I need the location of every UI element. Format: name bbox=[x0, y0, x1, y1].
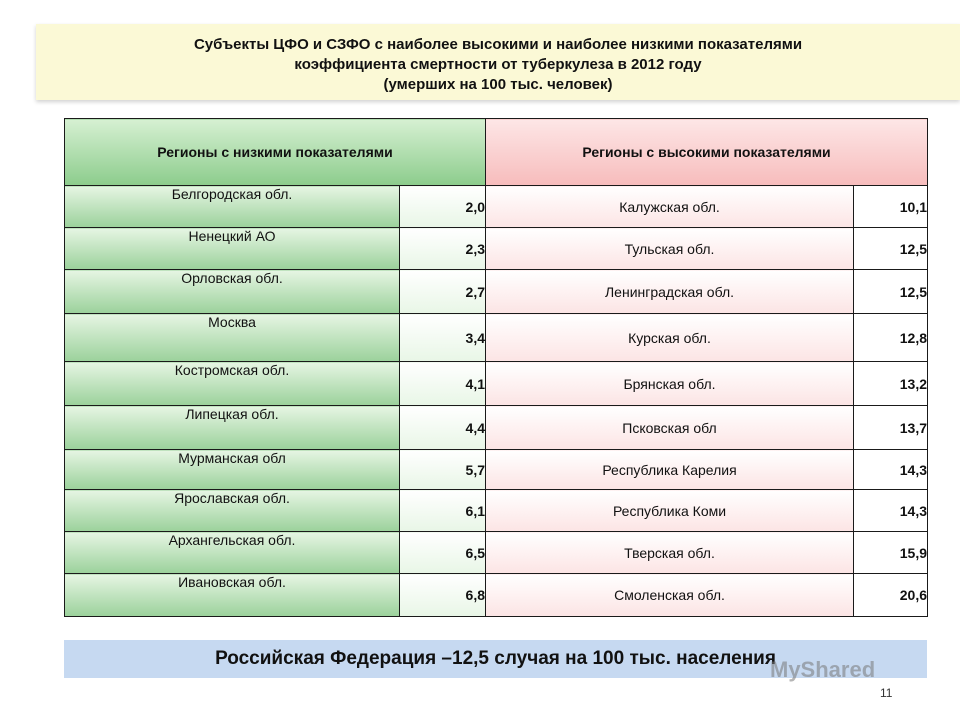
table-row: Архангельская обл. 6,5 Тверская обл. 15,9 bbox=[64, 531, 928, 574]
low-region-value: 5,7 bbox=[399, 449, 486, 490]
high-region-value: 12,5 bbox=[853, 269, 928, 314]
low-region-name: Липецкая обл. bbox=[64, 405, 400, 450]
title-line-1: Субъекты ЦФО и СЗФО с наиболее высокими … bbox=[193, 36, 803, 53]
high-region-name: Псковская обл bbox=[485, 405, 854, 450]
high-region-value: 12,5 bbox=[853, 227, 928, 270]
low-region-name: Ненецкий АО bbox=[64, 227, 400, 270]
high-region-name: Республика Карелия bbox=[485, 449, 854, 490]
low-region-value: 4,4 bbox=[399, 405, 486, 450]
header-high: Регионы с высокими показателями bbox=[485, 118, 928, 186]
table-row: Ненецкий АО 2,3 Тульская обл. 12,5 bbox=[64, 227, 928, 270]
high-region-value: 14,3 bbox=[853, 449, 928, 490]
low-region-value: 6,5 bbox=[399, 531, 486, 574]
table-row: Мурманская обл 5,7 Республика Карелия 14,3 bbox=[64, 449, 928, 490]
low-region-value: 4,1 bbox=[399, 361, 486, 406]
table-row: Ярославская обл. 6,1 Республика Коми 14,3 bbox=[64, 489, 928, 532]
low-region-value: 2,7 bbox=[399, 269, 486, 314]
table-row: Москва 3,4 Курская обл. 12,8 bbox=[64, 313, 928, 362]
high-region-value: 10,1 bbox=[853, 185, 928, 228]
table-row: Орловская обл. 2,7 Ленинградская обл. 12,5 bbox=[64, 269, 928, 314]
table-row: Белгородская обл. 2,0 Калужская обл. 10,1 bbox=[64, 185, 928, 228]
low-region-name: Костромская обл. bbox=[64, 361, 400, 406]
high-region-name: Ленинградская обл. bbox=[485, 269, 854, 314]
high-region-value: 13,7 bbox=[853, 405, 928, 450]
low-region-name: Архангельская обл. bbox=[64, 531, 400, 574]
low-region-value: 2,3 bbox=[399, 227, 486, 270]
high-region-name: Тульская обл. bbox=[485, 227, 854, 270]
high-region-name: Смоленская обл. bbox=[485, 573, 854, 617]
high-region-value: 13,2 bbox=[853, 361, 928, 406]
title-line-3: (умерших на 100 тыс. человек) bbox=[383, 76, 613, 93]
high-region-name: Республика Коми bbox=[485, 489, 854, 532]
table-row: Липецкая обл. 4,4 Псковская обл 13,7 bbox=[64, 405, 928, 450]
regions-table: Регионы с низкими показателями Регионы с… bbox=[64, 118, 928, 617]
low-region-value: 3,4 bbox=[399, 313, 486, 362]
table-row: Ивановская обл. 6,8 Смоленская обл. 20,6 bbox=[64, 573, 928, 617]
high-region-name: Калужская обл. bbox=[485, 185, 854, 228]
low-region-value: 6,8 bbox=[399, 573, 486, 617]
low-region-value: 2,0 bbox=[399, 185, 486, 228]
page-number: 11 bbox=[880, 686, 893, 700]
high-region-value: 15,9 bbox=[853, 531, 928, 574]
low-region-name: Ивановская обл. bbox=[64, 573, 400, 617]
low-region-name: Мурманская обл bbox=[64, 449, 400, 490]
low-region-name: Ярославская обл. bbox=[64, 489, 400, 532]
low-region-name: Белгородская обл. bbox=[64, 185, 400, 228]
table-row: Костромская обл. 4,1 Брянская обл. 13,2 bbox=[64, 361, 928, 406]
low-region-value: 6,1 bbox=[399, 489, 486, 532]
high-region-value: 14,3 bbox=[853, 489, 928, 532]
high-region-value: 20,6 bbox=[853, 573, 928, 617]
watermark-logo: MyShared bbox=[770, 657, 876, 682]
low-region-name: Орловская обл. bbox=[64, 269, 400, 314]
title-box: Субъекты ЦФО и СЗФО с наиболее высокими … bbox=[36, 24, 960, 100]
header-low: Регионы с низкими показателями bbox=[64, 118, 486, 186]
footer-banner: Российская Федерация –12,5 случая на 100… bbox=[64, 640, 927, 678]
title-line-2: коэффициента смертности от туберкулеза в… bbox=[294, 56, 702, 73]
high-region-name: Тверская обл. bbox=[485, 531, 854, 574]
high-region-name: Брянская обл. bbox=[485, 361, 854, 406]
table-body: Белгородская обл. 2,0 Калужская обл. 10,1 Не… bbox=[64, 185, 928, 617]
low-region-name: Москва bbox=[64, 313, 400, 362]
high-region-value: 12,8 bbox=[853, 313, 928, 362]
high-region-name: Курская обл. bbox=[485, 313, 854, 362]
